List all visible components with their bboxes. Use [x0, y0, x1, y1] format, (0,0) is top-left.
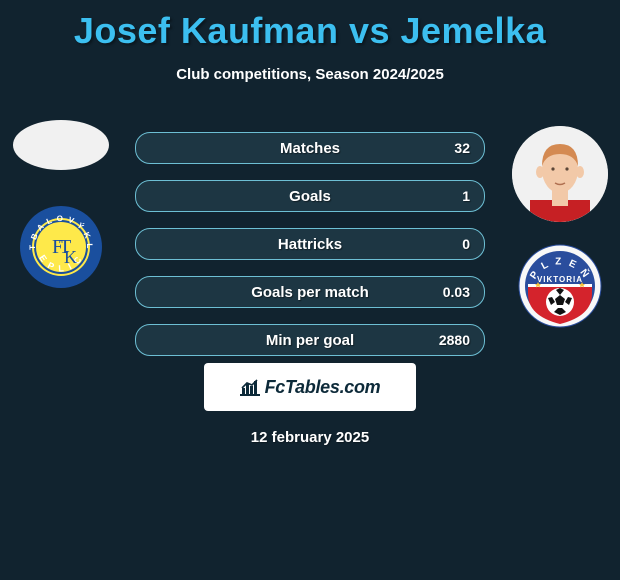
left-player-column: F O T B A L O V Ý K L U B T E P L I C E … [8, 120, 113, 289]
row-value-right: 0 [462, 229, 470, 259]
player-left-avatar [13, 120, 109, 170]
chart-icon [240, 378, 260, 396]
row-value-right: 32 [454, 133, 470, 163]
row-label: Matches [136, 133, 484, 163]
row-label: Goals per match [136, 277, 484, 307]
table-row: Min per goal 2880 [135, 324, 485, 356]
row-label: Goals [136, 181, 484, 211]
row-label: Min per goal [136, 325, 484, 355]
club-left-logo: F O T B A L O V Ý K L U B T E P L I C E … [19, 205, 103, 289]
player-right-avatar [512, 126, 608, 222]
svg-text:K: K [64, 247, 77, 267]
table-row: Goals 1 [135, 180, 485, 212]
row-value-right: 2880 [439, 325, 470, 355]
fctables-label: FcTables.com [265, 377, 381, 398]
table-row: Matches 32 [135, 132, 485, 164]
date-label: 12 february 2025 [0, 429, 620, 446]
table-row: Hattricks 0 [135, 228, 485, 260]
svg-text:VIKTORIA: VIKTORIA [536, 275, 582, 284]
row-value-right: 1 [462, 181, 470, 211]
stats-rows: Matches 32 Goals 1 Hattricks 0 Goals per… [135, 132, 485, 372]
row-value-right: 0.03 [443, 277, 470, 307]
page-title: Josef Kaufman vs Jemelka [0, 10, 620, 52]
row-label: Hattricks [136, 229, 484, 259]
page-subtitle: Club competitions, Season 2024/2025 [0, 66, 620, 83]
fctables-badge[interactable]: FcTables.com [204, 363, 416, 411]
table-row: Goals per match 0.03 [135, 276, 485, 308]
right-player-column: P L Z E Ň VIKTORIA [507, 120, 612, 328]
club-right-logo: P L Z E Ň VIKTORIA [518, 244, 602, 328]
